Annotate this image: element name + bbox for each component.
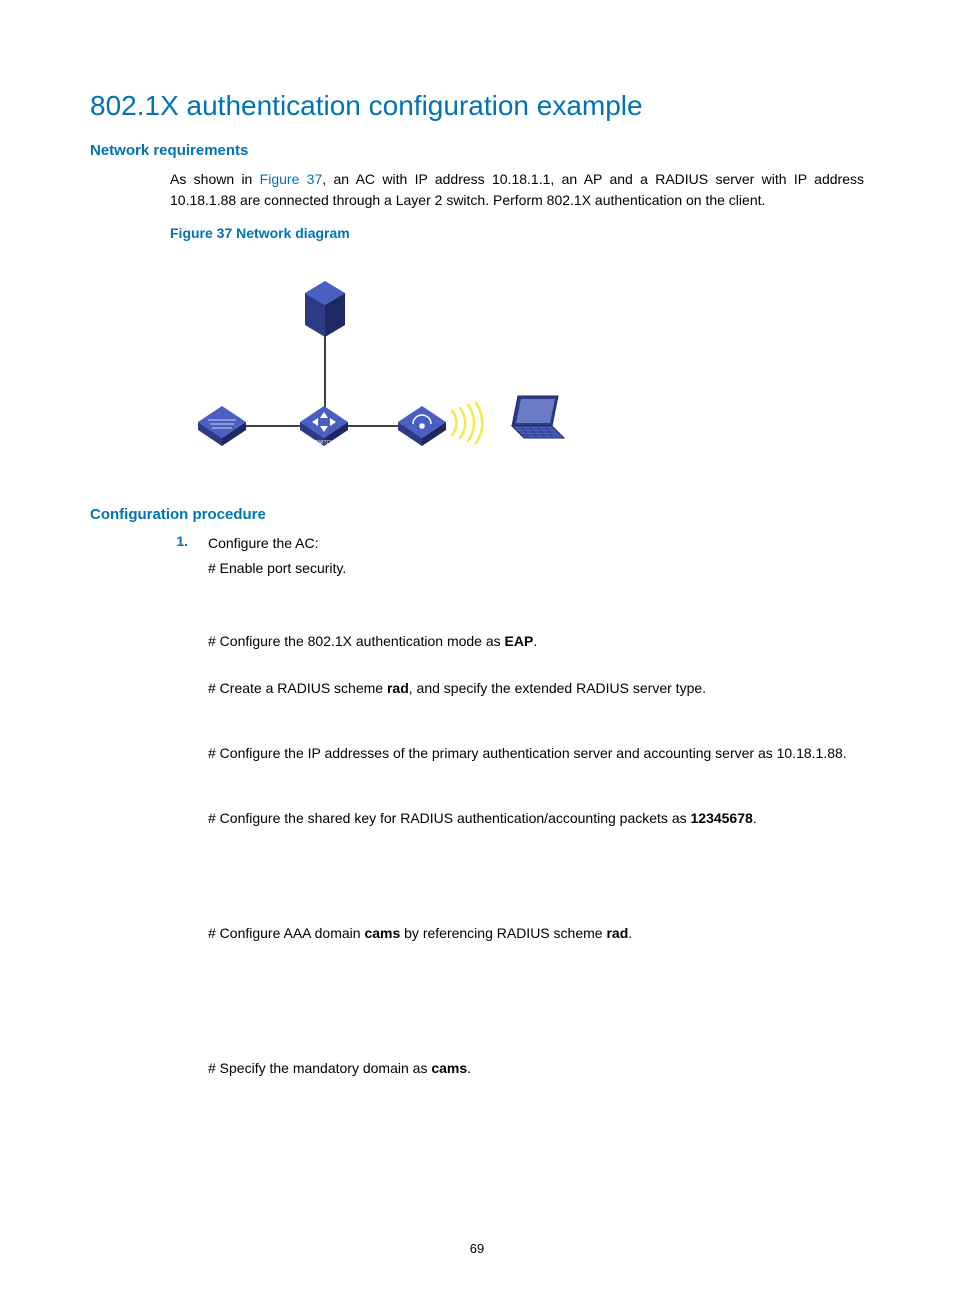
step-text: # Specify the mandatory domain as cams. bbox=[208, 1058, 864, 1079]
network-diagram: SWITCH bbox=[170, 251, 864, 476]
network-requirements-paragraph: As shown in Figure 37, an AC with IP add… bbox=[170, 169, 864, 211]
svg-text:SWITCH: SWITCH bbox=[314, 440, 334, 446]
page-number: 69 bbox=[0, 1241, 954, 1256]
heading-configuration-procedure: Configuration procedure bbox=[90, 506, 864, 523]
step-text: # Create a RADIUS scheme rad, and specif… bbox=[208, 678, 864, 699]
list-label: Configure the AC: bbox=[208, 533, 319, 554]
switch-icon: SWITCH bbox=[300, 406, 348, 446]
page-title: 802.1X authentication configuration exam… bbox=[90, 90, 864, 122]
heading-network-requirements: Network requirements bbox=[90, 142, 864, 159]
page-container: 802.1X authentication configuration exam… bbox=[0, 0, 954, 1296]
step-text: # Configure the shared key for RADIUS au… bbox=[208, 808, 864, 829]
ap-icon bbox=[398, 406, 446, 446]
step-text: # Configure the IP addresses of the prim… bbox=[208, 743, 864, 764]
laptop-icon bbox=[512, 396, 564, 438]
server-icon bbox=[305, 281, 345, 337]
step-text: # Configure the 802.1X authentication mo… bbox=[208, 631, 864, 652]
step-text: # Configure AAA domain cams by referenci… bbox=[208, 923, 864, 944]
router-icon bbox=[198, 406, 246, 446]
diagram-svg: SWITCH bbox=[170, 251, 590, 471]
list-item: 1. Configure the AC: bbox=[170, 533, 864, 554]
list-number: 1. bbox=[170, 533, 188, 554]
figure-link[interactable]: Figure 37 bbox=[260, 171, 323, 187]
radio-waves-icon bbox=[452, 403, 482, 443]
step-text: # Enable port security. bbox=[208, 558, 864, 579]
text-pre: As shown in bbox=[170, 171, 260, 187]
figure-caption: Figure 37 Network diagram bbox=[170, 225, 864, 241]
